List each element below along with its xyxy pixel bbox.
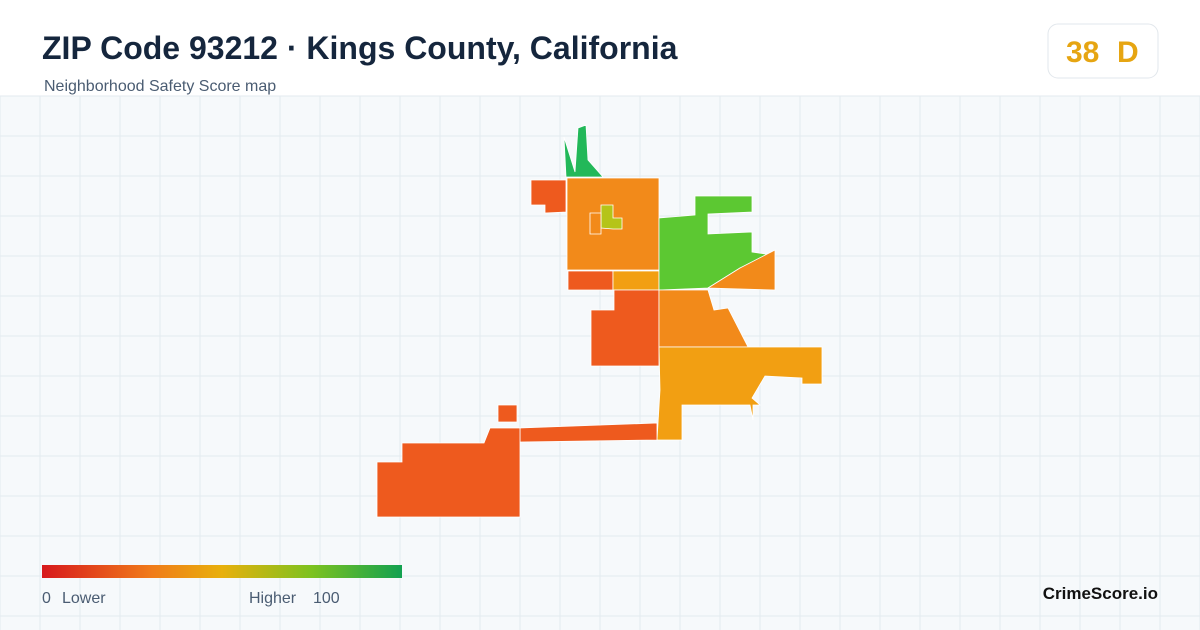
legend-max: 100 bbox=[313, 590, 340, 607]
subtitle: Neighborhood Safety Score map bbox=[44, 78, 276, 95]
brand: CrimeScore.io bbox=[1043, 584, 1158, 603]
legend-gradient bbox=[42, 565, 402, 578]
map-grid bbox=[0, 95, 1200, 630]
legend-max-label: Higher bbox=[249, 590, 297, 607]
score-value: 38 bbox=[1066, 36, 1099, 69]
score-badge bbox=[1047, 23, 1159, 79]
legend-min-label: Lower bbox=[62, 590, 106, 607]
score-grade: D bbox=[1117, 36, 1139, 69]
legend-min: 0 bbox=[42, 590, 51, 607]
zip-areas bbox=[376, 124, 823, 518]
title: ZIP Code 93212 · Kings County, Californi… bbox=[42, 30, 678, 66]
